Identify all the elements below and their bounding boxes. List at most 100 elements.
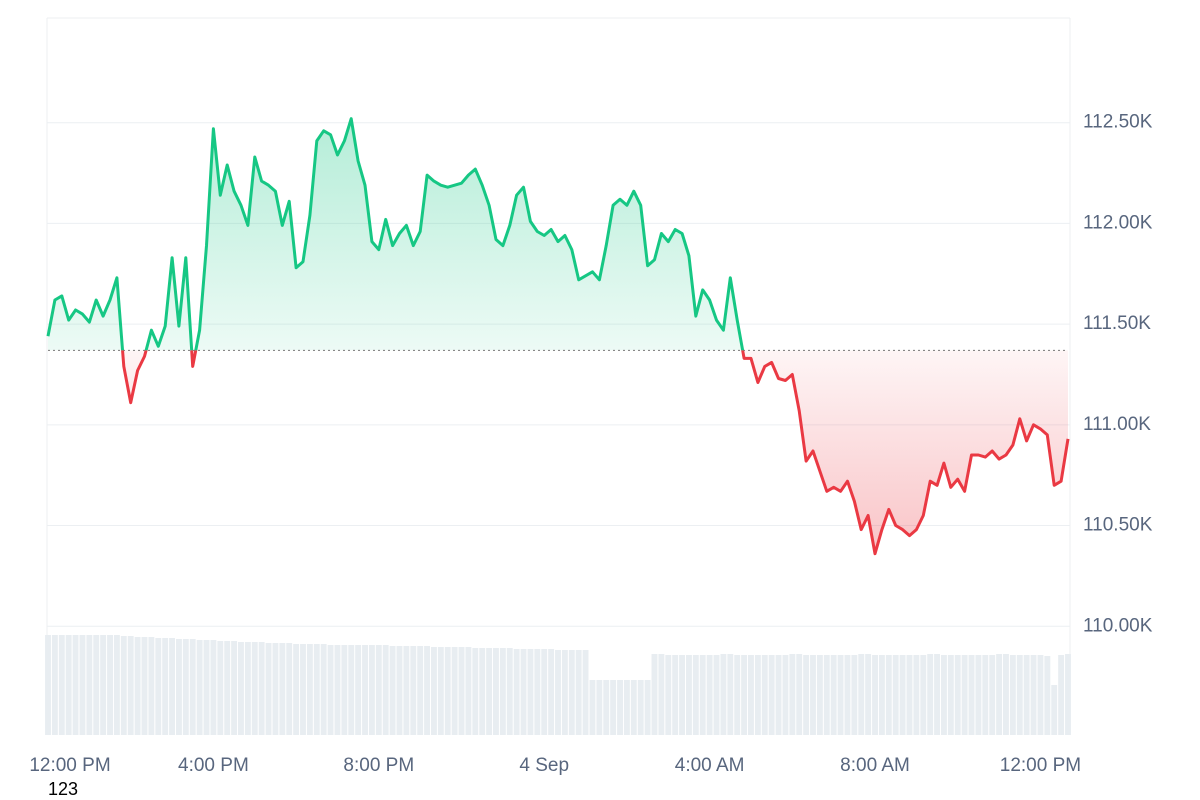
volume-bar <box>713 655 720 735</box>
volume-bar <box>823 655 830 735</box>
volume-bar <box>520 649 527 735</box>
x-tick-label: 12:00 PM <box>29 755 110 776</box>
volume-bar <box>610 680 617 735</box>
volume-bar <box>754 655 761 735</box>
price-line-up <box>46 117 745 351</box>
volume-bar <box>851 655 858 735</box>
volume-bar <box>100 635 107 735</box>
volume-bar <box>920 655 927 735</box>
y-tick-label: 112.50K <box>1083 112 1153 133</box>
x-tick-label: 8:00 AM <box>840 755 910 776</box>
volume-bar <box>472 648 479 735</box>
volume-bar <box>975 655 982 735</box>
volume-bar <box>1003 654 1009 735</box>
volume-bar <box>803 655 810 735</box>
volume-bar <box>1037 655 1044 735</box>
volume-bar <box>176 639 182 735</box>
volume-bar <box>699 655 706 735</box>
volume-bar <box>51 635 58 735</box>
volume-bar <box>334 645 341 735</box>
price-line-down <box>121 350 1070 556</box>
volume-bar <box>913 655 920 735</box>
volume-bar <box>300 644 306 735</box>
volume-bar <box>934 654 940 735</box>
volume-bar <box>527 649 534 735</box>
y-tick-label: 111.00K <box>1083 414 1151 435</box>
volume-bar <box>451 647 458 735</box>
volume-bar <box>458 647 465 735</box>
volume-bar <box>665 655 672 735</box>
volume-bar <box>692 655 699 735</box>
volume-bar <box>327 645 334 735</box>
volume-bar <box>293 644 300 735</box>
volume-bar <box>479 648 486 735</box>
volume-bar <box>1009 655 1016 735</box>
volume-bar <box>431 647 437 735</box>
volume-bar <box>720 654 727 735</box>
volume-bar <box>493 648 499 735</box>
x-tick-label: 4:00 PM <box>178 755 249 776</box>
volume-bar <box>810 655 816 735</box>
volume-bar <box>189 639 196 735</box>
volume-bar <box>169 638 175 735</box>
volume-bar <box>1044 656 1051 735</box>
y-tick-label: 111.50K <box>1083 313 1151 334</box>
volume-bar <box>362 645 368 735</box>
volume-bar <box>686 655 692 735</box>
volume-bar <box>162 638 169 735</box>
volume-bar <box>623 680 630 735</box>
volume-bar <box>885 655 892 735</box>
volume-bar <box>148 637 155 735</box>
x-tick-label: 4 Sep <box>519 755 569 776</box>
volume-bar <box>865 654 872 735</box>
volume-bar <box>375 645 382 735</box>
volume-bar <box>1016 655 1023 735</box>
volume-bar <box>417 646 424 735</box>
x-tick-label: 12:00 PM <box>1000 755 1081 776</box>
volume-bar <box>355 645 362 735</box>
volume-bar <box>968 655 975 735</box>
volume-bar <box>741 655 748 735</box>
volume-bar <box>113 635 120 735</box>
y-tick-label: 110.00K <box>1083 615 1153 636</box>
volume-bar <box>93 635 100 735</box>
volume-bar <box>534 649 541 735</box>
volume-bar <box>486 648 493 735</box>
volume-bar <box>182 639 189 735</box>
volume-bar <box>844 655 851 735</box>
volume-bar <box>630 680 637 735</box>
volume-bar <box>1023 655 1030 735</box>
volume-bar <box>382 645 389 735</box>
y-tick-label: 112.00K <box>1083 212 1153 233</box>
volume-bar <box>465 647 472 735</box>
volume-bar <box>244 642 251 735</box>
volume-bar <box>1051 685 1058 735</box>
volume-bar <box>954 655 961 735</box>
volume-bar <box>513 649 520 735</box>
volume-bar <box>761 655 768 735</box>
x-tick-label: 4:00 AM <box>675 755 745 776</box>
volume-bar <box>982 655 989 735</box>
volume-bar <box>403 646 410 735</box>
volume-bar <box>437 647 444 735</box>
volume-bar <box>1030 655 1037 735</box>
volume-bar <box>830 655 837 735</box>
volume-bar <box>107 635 113 735</box>
volume-bar <box>265 643 272 735</box>
volume-bar <box>555 650 561 735</box>
volume-bar <box>727 654 734 735</box>
volume-bar <box>927 654 934 735</box>
volume-bar <box>837 655 844 735</box>
volume-bar <box>734 655 741 735</box>
volume-bar <box>541 649 548 735</box>
volume-bar <box>644 680 651 735</box>
volume-bar <box>748 655 754 735</box>
volume-bar <box>86 635 93 735</box>
x-tick-label: 8:00 PM <box>343 755 414 776</box>
volume-bar <box>272 643 279 735</box>
volume-bar <box>872 655 878 735</box>
volume-bar <box>72 635 79 735</box>
volume-bar <box>258 642 265 735</box>
volume-bar <box>224 641 231 735</box>
